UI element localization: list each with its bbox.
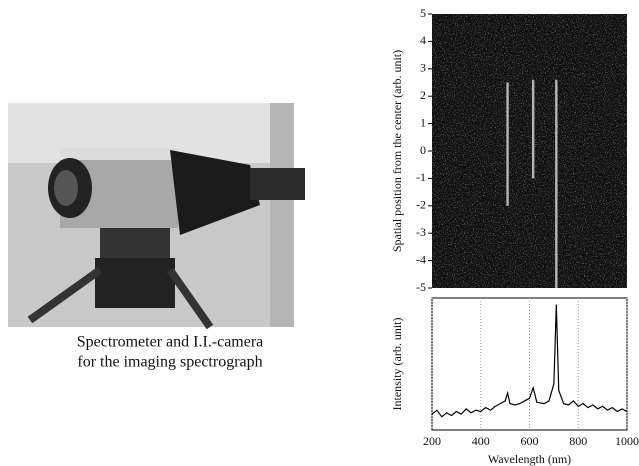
caption-line: for the imaging spectrograph <box>77 354 262 371</box>
spectrum-line <box>431 304 628 418</box>
y-axis-label: Intensity (arb. unit) <box>390 318 404 411</box>
x-axis-label: Wavelength (nm) <box>488 452 571 466</box>
x-tick-label: 200 <box>423 434 441 448</box>
spectrogram-noise <box>432 14 627 288</box>
y-tick-label: 3 <box>420 61 426 75</box>
y-tick-label: 1 <box>420 115 426 129</box>
y-tick-label: 2 <box>420 88 426 102</box>
y-tick-label: -2 <box>416 198 426 212</box>
spectral-line <box>506 82 509 206</box>
y-tick-label: -1 <box>416 170 426 184</box>
x-tick-label: 600 <box>521 434 539 448</box>
spectral-line <box>555 79 558 288</box>
y-tick-label: -4 <box>416 252 426 266</box>
y-tick-label: 5 <box>420 6 426 20</box>
x-tick-label: 800 <box>569 434 587 448</box>
y-tick-label: -3 <box>416 225 426 239</box>
y-tick-label: -5 <box>416 280 426 294</box>
y-axis-label: Spatial position from the center (arb. u… <box>390 50 404 252</box>
spectral-line <box>531 79 535 179</box>
x-tick-label: 400 <box>472 434 490 448</box>
x-tick-label: 1000 <box>615 434 639 448</box>
y-tick-label: 4 <box>420 33 426 47</box>
y-tick-label: 0 <box>420 143 426 157</box>
photo <box>8 103 305 330</box>
caption-line: Spectrometer and I.I.-camera <box>77 334 264 351</box>
